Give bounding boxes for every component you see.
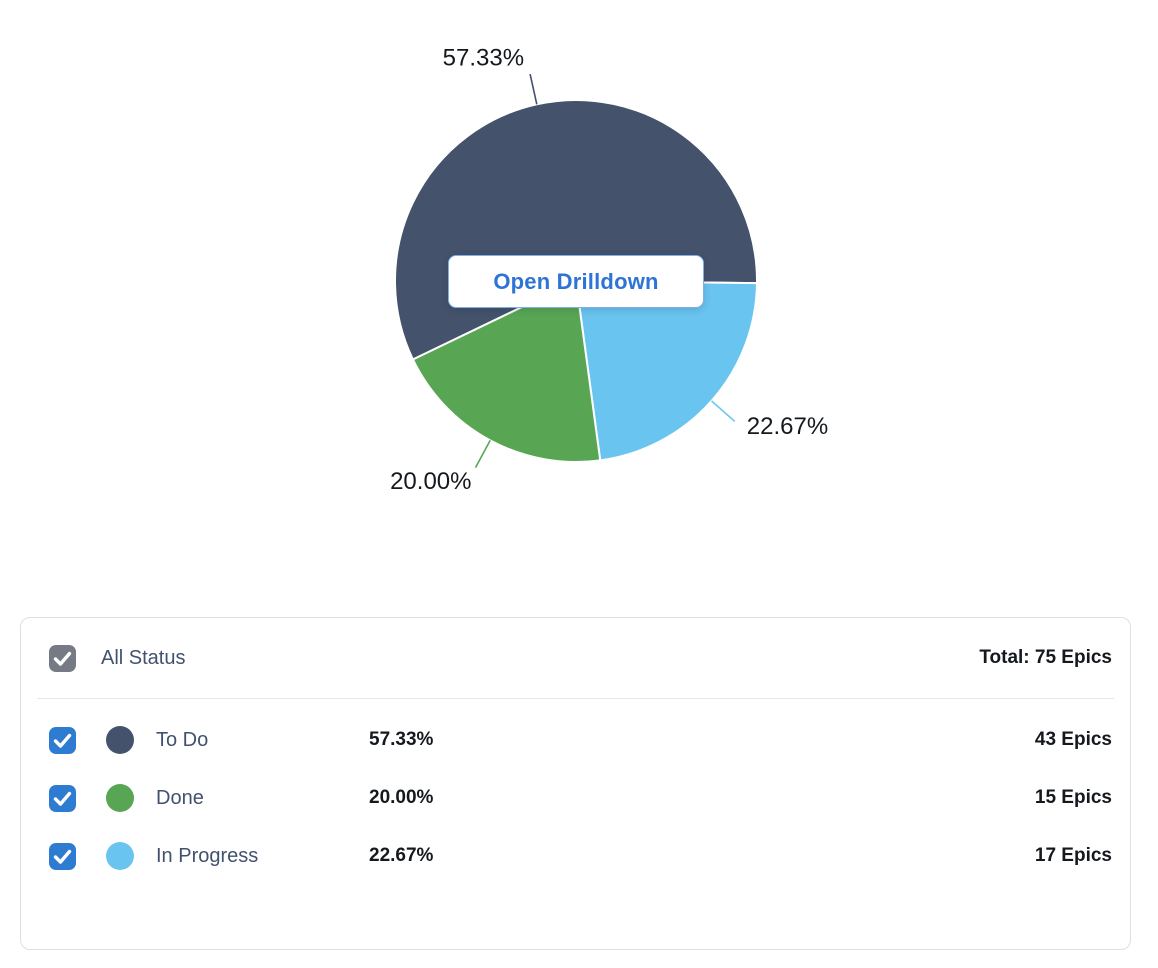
check-icon bbox=[53, 791, 72, 806]
pie-label-line-done bbox=[474, 439, 491, 469]
done-label: Done bbox=[156, 786, 204, 809]
todo-label: To Do bbox=[156, 728, 209, 751]
legend-header-row: All Status Total: 75 Epics bbox=[21, 618, 1130, 698]
done-count: 15 Epics bbox=[1034, 787, 1112, 808]
in-progress-color-dot bbox=[106, 842, 134, 870]
pie-slice-in-progress[interactable] bbox=[575, 280, 758, 462]
legend-card: All Status Total: 75 Epics To Do 57.33% … bbox=[20, 617, 1131, 950]
todo-color-dot bbox=[106, 726, 134, 754]
check-icon bbox=[53, 733, 72, 748]
in-progress-percent: 22.67% bbox=[369, 845, 434, 866]
all-status-label: All Status bbox=[101, 646, 186, 669]
todo-checkbox[interactable] bbox=[49, 726, 76, 754]
in-progress-checkbox[interactable] bbox=[49, 842, 76, 870]
todo-count: 43 Epics bbox=[1034, 729, 1112, 750]
done-color-dot bbox=[106, 784, 134, 812]
in-progress-count: 17 Epics bbox=[1034, 845, 1112, 866]
open-drilldown-button[interactable]: Open Drilldown bbox=[448, 255, 704, 308]
pie-label-in-progress: 22.67% bbox=[746, 413, 829, 441]
in-progress-label: In Progress bbox=[156, 844, 259, 867]
pie-slice-done[interactable] bbox=[411, 280, 602, 463]
pie-chart-area: 57.33% 20.00% 22.67% Open Drilldown bbox=[390, 44, 829, 495]
check-icon bbox=[53, 651, 72, 666]
pie-label-line-to-do bbox=[529, 73, 538, 105]
check-icon bbox=[53, 849, 72, 864]
legend-row-todo[interactable]: To Do 57.33% 43 Epics bbox=[21, 711, 1130, 769]
all-status-checkbox[interactable] bbox=[49, 644, 76, 672]
legend-row-in-progress[interactable]: In Progress 22.67% 17 Epics bbox=[21, 827, 1130, 885]
pie-label-line-in-progress bbox=[711, 400, 736, 423]
done-percent: 20.00% bbox=[369, 787, 434, 808]
pie-label-todo: 57.33% bbox=[442, 44, 525, 72]
legend-divider bbox=[37, 698, 1114, 699]
done-checkbox[interactable] bbox=[49, 784, 76, 812]
legend-row-done[interactable]: Done 20.00% 15 Epics bbox=[21, 769, 1130, 827]
todo-percent: 57.33% bbox=[369, 729, 434, 750]
legend-rows: To Do 57.33% 43 Epics Done 20.00% 15 Epi… bbox=[21, 699, 1130, 885]
pie-label-done: 20.00% bbox=[390, 467, 472, 495]
total-epics-label: Total: 75 Epics bbox=[979, 647, 1112, 668]
